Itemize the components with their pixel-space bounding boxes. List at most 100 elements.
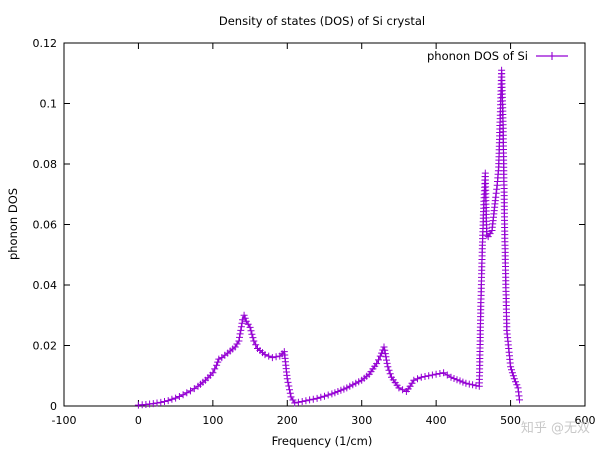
data-point-marker (399, 386, 407, 394)
data-point-marker (149, 400, 157, 408)
data-point-marker (283, 375, 291, 383)
data-point-marker (248, 330, 256, 338)
data-point-marker (382, 353, 390, 361)
data-point-marker (237, 323, 245, 331)
data-point-marker (443, 371, 451, 379)
data-point-marker (509, 372, 517, 380)
data-point-marker (233, 340, 241, 348)
data-point-marker (516, 396, 523, 404)
data-point-marker (440, 369, 448, 377)
data-point-marker (250, 337, 258, 345)
data-point-marker (238, 319, 246, 327)
data-point-marker (209, 369, 217, 377)
watermark-text: 知乎 @无双 (521, 420, 590, 436)
data-point-marker (309, 395, 317, 403)
data-point-marker (153, 399, 161, 407)
data-point-marker (334, 388, 342, 395)
data-point-marker (510, 375, 518, 383)
data-point-marker (386, 370, 394, 378)
y-tick-label: 0.02 (33, 340, 58, 353)
x-axis-label: Frequency (1/cm) (272, 434, 373, 448)
y-tick-label: 0.06 (33, 219, 58, 232)
data-point-marker (465, 380, 473, 388)
data-point-marker (240, 311, 248, 319)
data-point-marker (231, 343, 239, 351)
x-tick-label: 0 (135, 414, 142, 427)
data-point-marker (252, 341, 260, 349)
data-point-marker (340, 385, 348, 393)
data-point-marker (246, 323, 254, 331)
legend-label: phonon DOS of Si (427, 49, 528, 63)
y-tick-label: 0.08 (33, 158, 58, 171)
x-tick-label: 200 (277, 414, 298, 427)
data-point-marker (355, 378, 363, 386)
data-point-marker (172, 394, 180, 402)
data-point-marker (346, 382, 354, 390)
data-point-marker (352, 379, 360, 387)
data-point-marker (450, 375, 458, 382)
legend-marker (548, 52, 556, 60)
data-point-marker (417, 373, 425, 381)
data-point-marker (436, 370, 444, 377)
data-point-marker (294, 398, 302, 406)
data-point-marker (161, 398, 168, 405)
data-point-marker (285, 382, 293, 390)
data-point-marker (408, 379, 416, 387)
data-point-marker (380, 343, 388, 351)
data-point-marker (324, 391, 332, 399)
data-point-marker (179, 391, 187, 399)
data-point-marker (508, 366, 515, 374)
y-tick-label: 0.1 (40, 98, 58, 111)
data-point-marker (376, 352, 384, 360)
data-point-marker (291, 399, 299, 407)
data-point-marker (425, 372, 433, 380)
data-point-marker (247, 327, 255, 335)
data-point-marker (459, 378, 467, 386)
data-point-marker (453, 376, 461, 384)
data-point-marker (343, 384, 351, 392)
data-point-marker (383, 359, 391, 367)
x-tick-label: -100 (52, 414, 77, 427)
data-point-marker (236, 333, 243, 341)
data-point-marker (513, 381, 521, 389)
data-point-marker (164, 397, 172, 405)
x-tick-label: 500 (500, 414, 521, 427)
data-point-marker (432, 370, 440, 378)
data-point-marker (321, 392, 328, 400)
x-tick-label: 100 (202, 414, 223, 427)
data-point-marker (410, 376, 418, 384)
x-tick-label: 400 (426, 414, 447, 427)
data-point-marker (235, 337, 243, 345)
data-point-marker (286, 386, 293, 394)
data-point-marker (286, 389, 294, 397)
data-point-marker (317, 393, 325, 401)
data-point-marker (306, 396, 314, 404)
data-point-marker (512, 378, 519, 386)
data-point-marker (215, 355, 223, 363)
data-point-marker (469, 381, 477, 389)
data-point-marker (328, 390, 336, 398)
data-point-marker (381, 346, 389, 354)
data-point-marker (272, 353, 280, 361)
data-point-marker (237, 326, 245, 334)
data-point-marker (284, 378, 292, 386)
data-point-marker (337, 386, 345, 394)
data-point-marker (249, 334, 257, 342)
data-point-marker (381, 350, 389, 358)
data-point-marker (447, 373, 455, 381)
y-tick-label: 0 (50, 400, 57, 413)
data-point-marker (261, 351, 269, 359)
data-point-marker (190, 385, 198, 393)
data-point-marker (298, 398, 306, 405)
series-line (138, 70, 521, 406)
data-point-marker (507, 363, 515, 371)
data-point-marker (349, 381, 357, 389)
data-point-marker (211, 365, 219, 373)
data-point-marker (241, 314, 249, 322)
series-layer (134, 66, 523, 409)
data-point-marker (213, 361, 221, 369)
y-tick-label: 0.04 (33, 279, 58, 292)
data-point-marker (395, 384, 403, 392)
y-axis: 0 0.02 0.04 0.06 0.08 0.1 0.12 (33, 37, 585, 413)
